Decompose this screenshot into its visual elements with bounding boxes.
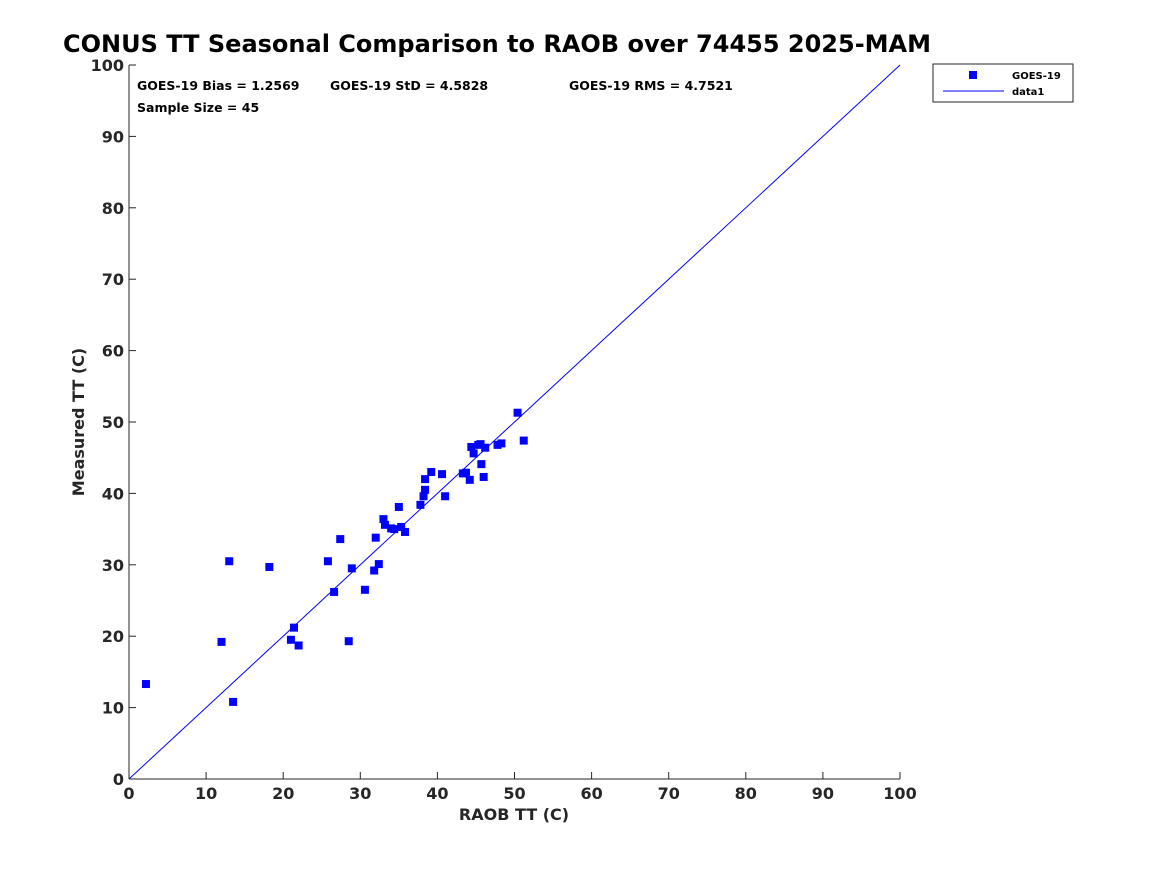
x-tick-label: 90 xyxy=(812,784,834,803)
x-tick-label: 50 xyxy=(503,784,525,803)
y-tick-label: 60 xyxy=(102,342,124,361)
x-tick-label: 100 xyxy=(883,784,916,803)
y-ticks: 0 10 20 30 40 50 60 70 80 90 100 xyxy=(91,56,136,789)
data-point xyxy=(421,475,430,484)
data-point xyxy=(225,557,234,566)
legend-label-goes19: GOES-19 xyxy=(1012,71,1061,82)
y-tick-label: 80 xyxy=(102,199,124,218)
data-point xyxy=(467,442,476,451)
data-point xyxy=(360,585,369,594)
data-point xyxy=(513,408,522,417)
y-tick-label: 70 xyxy=(102,270,124,289)
data-point xyxy=(379,515,388,524)
stat-rms: GOES-19 RMS = 4.7521 xyxy=(569,78,733,93)
data-point xyxy=(438,470,447,479)
data-point xyxy=(380,520,389,529)
data-point xyxy=(461,468,470,477)
data-point xyxy=(374,560,383,569)
x-tick-label: 10 xyxy=(195,784,217,803)
data-point xyxy=(323,557,332,566)
data-point xyxy=(336,535,345,544)
x-tick-label: 70 xyxy=(658,784,680,803)
data-point xyxy=(397,522,406,531)
data-point xyxy=(265,562,274,571)
data-point xyxy=(371,533,380,542)
y-axis-label: Measured TT (C) xyxy=(69,348,88,496)
data-point xyxy=(401,527,410,536)
data-point xyxy=(289,623,298,632)
data-point xyxy=(476,440,485,449)
chart-title: CONUS TT Seasonal Comparison to RAOB ove… xyxy=(63,30,931,58)
data-point xyxy=(469,449,478,458)
data-point xyxy=(479,472,488,481)
data-point xyxy=(465,475,474,484)
x-ticks: 0 10 20 30 40 50 60 70 80 90 100 xyxy=(123,772,917,803)
y-tick-label: 100 xyxy=(91,56,124,75)
legend-label-data1: data1 xyxy=(1012,87,1044,98)
y-tick-label: 40 xyxy=(102,484,124,503)
y-tick-label: 30 xyxy=(102,556,124,575)
data-point xyxy=(344,637,353,646)
x-axis-label: RAOB TT (C) xyxy=(459,805,569,824)
reference-line-layer xyxy=(128,64,901,780)
data-point xyxy=(347,564,356,573)
data-point xyxy=(286,635,295,644)
y-tick-label: 20 xyxy=(102,627,124,646)
reference-line-data1 xyxy=(128,64,901,780)
x-tick-label: 40 xyxy=(426,784,448,803)
data-point xyxy=(419,492,428,501)
data-point xyxy=(421,485,430,494)
stat-sample-size: Sample Size = 45 xyxy=(137,100,259,115)
y-tick-label: 90 xyxy=(102,127,124,146)
stat-bias: GOES-19 Bias = 1.2569 xyxy=(137,78,299,93)
data-point xyxy=(427,467,436,476)
y-tick-label: 0 xyxy=(113,770,124,789)
data-point xyxy=(416,500,425,509)
plot-area: 0 10 20 30 40 50 60 70 80 90 100 0 10 20 30 40 50 60 70 80… xyxy=(91,56,917,803)
data-point xyxy=(519,436,528,445)
x-tick-label: 80 xyxy=(735,784,757,803)
data-point xyxy=(294,641,303,650)
x-tick-label: 20 xyxy=(272,784,294,803)
legend-box xyxy=(932,63,1074,103)
y-tick-label: 10 xyxy=(102,699,124,718)
data-point xyxy=(229,697,238,706)
points-layer xyxy=(141,408,528,706)
legend-marker-square-icon xyxy=(969,71,977,79)
data-point xyxy=(387,524,396,533)
x-tick-label: 0 xyxy=(123,784,134,803)
data-point xyxy=(497,439,506,448)
stat-std: GOES-19 StD = 4.5828 xyxy=(330,78,488,93)
data-point xyxy=(217,637,226,646)
data-point xyxy=(394,502,403,511)
data-point xyxy=(477,460,486,469)
x-tick-label: 60 xyxy=(580,784,602,803)
data-point xyxy=(481,443,490,452)
data-point xyxy=(370,566,379,575)
legend: GOES-19 data1 xyxy=(932,63,1074,103)
data-point xyxy=(141,680,150,689)
data-point xyxy=(441,492,450,501)
y-tick-label: 50 xyxy=(102,413,124,432)
x-tick-label: 30 xyxy=(349,784,371,803)
data-point xyxy=(330,587,339,596)
